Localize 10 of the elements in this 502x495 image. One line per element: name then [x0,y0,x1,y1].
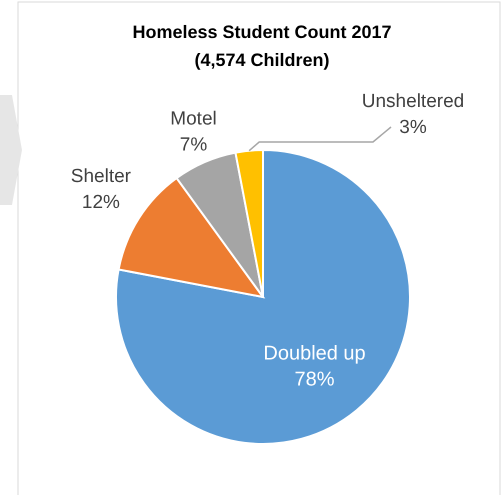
slice-label: Shelter [70,166,132,188]
data-label: 78% [294,368,335,390]
data-label: 7% [180,134,208,156]
slice-label: Unsheltered [362,91,464,112]
data-label: 3% [399,117,427,138]
chart-subtitle: (4,574 Children) [194,50,330,70]
chart-title: Homeless Student Count 2017 [132,22,392,42]
data-label: 12% [82,192,120,214]
slice-label: Motel [170,108,217,130]
slice-label: Doubled up [263,342,366,364]
